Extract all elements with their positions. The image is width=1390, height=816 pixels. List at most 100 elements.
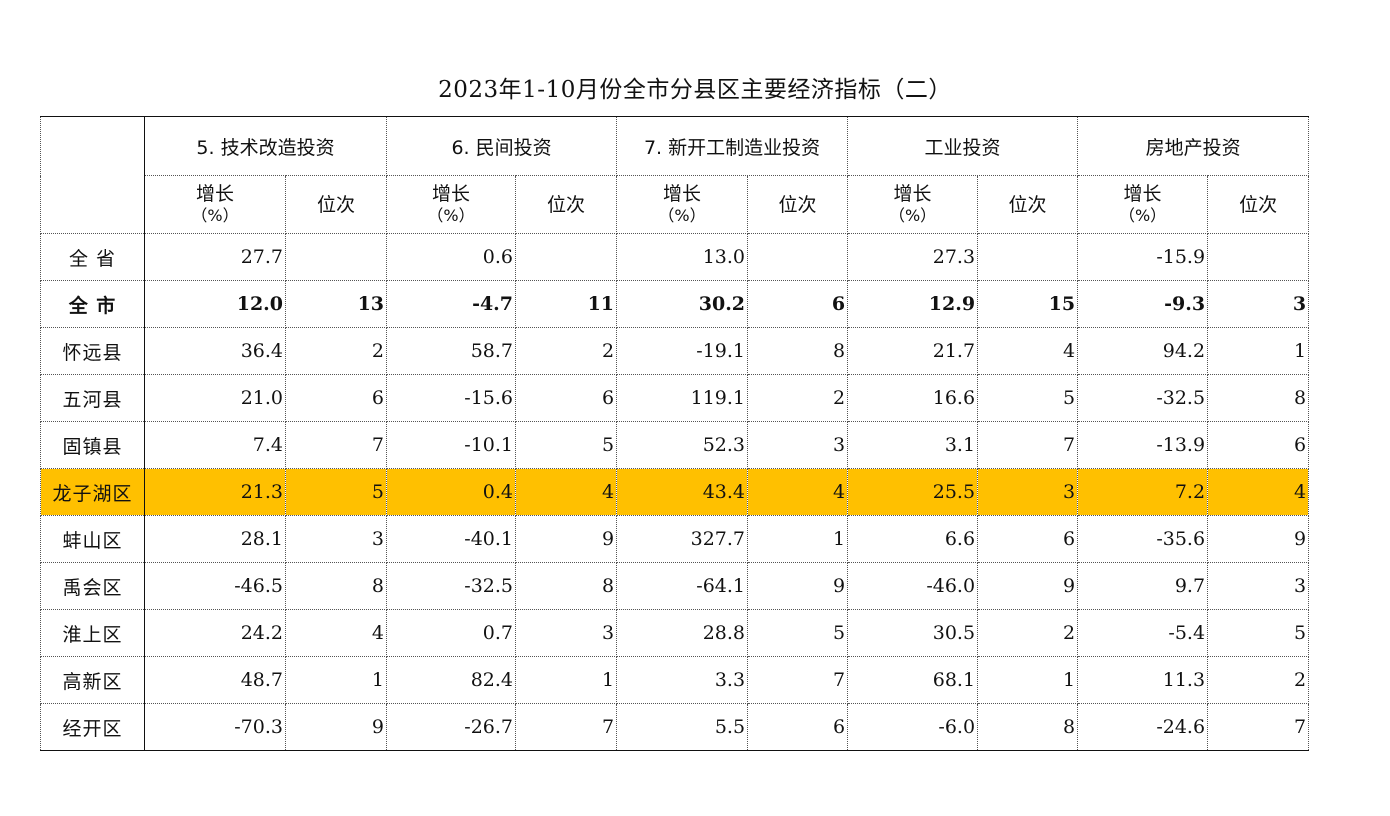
rank-header: 位次 [1207, 175, 1310, 234]
region-name: 高新区 [40, 656, 145, 704]
rank-value: 6 [284, 374, 388, 422]
growth-value: 36.4 [144, 327, 286, 375]
rank-value: 4 [747, 468, 849, 516]
rank-value: 5 [515, 421, 618, 469]
growth-value: -24.6 [1077, 703, 1209, 751]
growth-value: 52.3 [616, 421, 749, 469]
growth-value: 24.2 [144, 609, 286, 657]
rank-value: 3 [284, 515, 388, 563]
group-header: 5. 技术改造投资 [143, 116, 388, 176]
group-header: 房地产投资 [1077, 116, 1310, 176]
rank-value: 2 [1207, 656, 1310, 704]
growth-unit: （%） [658, 205, 706, 225]
growth-value: 21.3 [144, 468, 286, 516]
rank-value: 15 [977, 280, 1079, 328]
rank-value: 7 [1207, 703, 1310, 751]
rank-value: 1 [747, 515, 849, 563]
growth-value: -32.5 [386, 562, 517, 610]
rank-header: 位次 [515, 175, 618, 234]
corner-cell [40, 116, 145, 234]
rank-value: 2 [747, 374, 849, 422]
rank-value: 7 [747, 656, 849, 704]
rank-header: 位次 [284, 175, 388, 234]
growth-value: -10.1 [386, 421, 517, 469]
rank-value: 4 [515, 468, 618, 516]
rank-value: 9 [747, 562, 849, 610]
rank-value: 8 [515, 562, 618, 610]
rank-value: 4 [977, 327, 1079, 375]
rank-value: 3 [747, 421, 849, 469]
growth-label: 增长 [195, 182, 234, 205]
indicator-table: 5. 技术改造投资 6. 民间投资 7. 新开工制造业投资 工业投资 房地产投资… [40, 116, 1310, 751]
table-row: 怀远县 36.4 2 58.7 2 -19.1 8 21.7 4 94.2 1 [40, 327, 1310, 375]
region-name: 禹会区 [40, 562, 145, 610]
growth-value: 28.8 [616, 609, 749, 657]
rank-value: 13 [284, 280, 388, 328]
group-header-row: 5. 技术改造投资 6. 民间投资 7. 新开工制造业投资 工业投资 房地产投资 [40, 116, 1310, 234]
growth-header: 增长 （%） [847, 175, 979, 234]
rank-value [515, 233, 618, 281]
rank-value: 6 [977, 515, 1079, 563]
rank-value: 3 [977, 468, 1079, 516]
rank-value: 6 [747, 703, 849, 751]
growth-header: 增长 （%） [616, 175, 749, 234]
rank-value: 4 [284, 609, 388, 657]
rank-value: 6 [747, 280, 849, 328]
table-row: 高新区 48.7 1 82.4 1 3.3 7 68.1 1 11.3 2 [40, 656, 1310, 704]
page-title: 2023年1-10月份全市分县区主要经济指标（二） [438, 77, 952, 103]
growth-value: 58.7 [386, 327, 517, 375]
growth-value: 0.7 [386, 609, 517, 657]
region-name: 全 市 [40, 280, 145, 328]
rank-value: 6 [1207, 421, 1310, 469]
growth-value: 7.4 [144, 421, 286, 469]
growth-value: 21.7 [847, 327, 979, 375]
growth-value: -70.3 [144, 703, 286, 751]
growth-value: -4.7 [386, 280, 517, 328]
growth-value: -6.0 [847, 703, 979, 751]
growth-value: 21.0 [144, 374, 286, 422]
rank-value: 9 [284, 703, 388, 751]
growth-value: 30.5 [847, 609, 979, 657]
rank-value: 9 [515, 515, 618, 563]
rank-value: 6 [515, 374, 618, 422]
rank-value: 7 [515, 703, 618, 751]
rank-value: 7 [977, 421, 1079, 469]
growth-value: 82.4 [386, 656, 517, 704]
region-name: 全 省 [40, 233, 145, 281]
growth-header: 增长 （%） [144, 175, 286, 234]
table-row: 全 省 27.7 0.6 13.0 27.3 -15.9 [40, 233, 1310, 281]
group-header: 7. 新开工制造业投资 [616, 116, 849, 176]
growth-value: 3.3 [616, 656, 749, 704]
growth-value: 0.4 [386, 468, 517, 516]
growth-value: 12.0 [144, 280, 286, 328]
growth-value: -64.1 [616, 562, 749, 610]
growth-value: 68.1 [847, 656, 979, 704]
growth-value: 94.2 [1077, 327, 1209, 375]
growth-value: -32.5 [1077, 374, 1209, 422]
rank-value [284, 233, 388, 281]
rank-value: 2 [515, 327, 618, 375]
rank-value: 5 [977, 374, 1079, 422]
region-name: 经开区 [40, 703, 145, 751]
growth-unit: （%） [1118, 205, 1167, 225]
table-row: 五河县 21.0 6 -15.6 6 119.1 2 16.6 5 -32.5 8 [40, 374, 1310, 422]
growth-unit: （%） [888, 205, 937, 225]
rank-value: 3 [1207, 280, 1310, 328]
growth-value: 27.7 [144, 233, 286, 281]
rank-value: 4 [1207, 468, 1310, 516]
growth-value: 27.3 [847, 233, 979, 281]
growth-value: -46.0 [847, 562, 979, 610]
growth-value: -46.5 [144, 562, 286, 610]
rank-value [1207, 233, 1310, 281]
growth-unit: （%） [427, 205, 475, 225]
rank-value: 8 [1207, 374, 1310, 422]
rank-value: 5 [1207, 609, 1310, 657]
region-name: 怀远县 [40, 327, 145, 375]
rank-header: 位次 [977, 175, 1079, 234]
growth-value: -15.9 [1077, 233, 1209, 281]
growth-value: -13.9 [1077, 421, 1209, 469]
growth-value: -5.4 [1077, 609, 1209, 657]
region-name: 龙子湖区 [40, 468, 145, 516]
growth-header: 增长 （%） [1077, 175, 1209, 234]
group-header: 工业投资 [847, 116, 1079, 176]
